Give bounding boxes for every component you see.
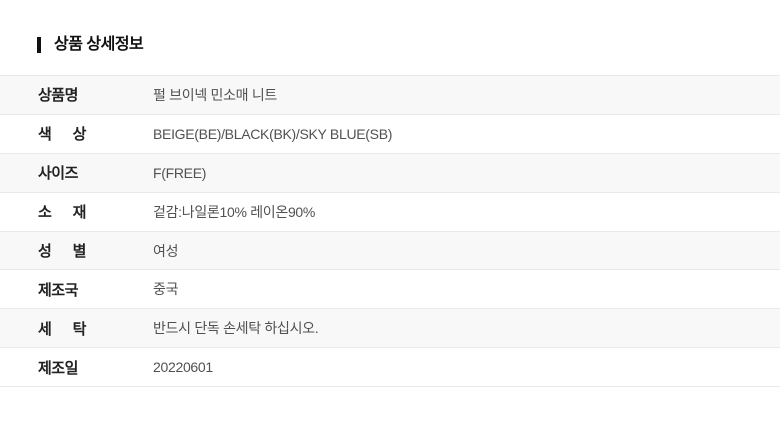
row-label: 상품명 [38,87,78,105]
section-header: 상품 상세정보 [37,36,780,54]
row-label: 제조국 [38,281,78,299]
table-row: 제조일 20220601 [0,348,780,388]
table-row: 사이즈 F(FREE) [0,153,780,193]
row-value: 여성 [153,242,179,259]
table-row: 소 재 겉감:나일론10% 레이온90% [0,192,780,232]
title-tick-bar [37,37,41,53]
table-row: 성 별 여성 [0,231,780,271]
table-row: 상품명 펄 브이넥 민소매 니트 [0,76,780,115]
row-label: 성 별 [38,243,87,260]
row-value: 펄 브이넥 민소매 니트 [153,86,277,103]
row-value: 중국 [153,281,179,298]
row-label: 소 재 [38,204,87,222]
table-row: 색 상 BEIGE(BE)/BLACK(BK)/SKY BLUE(SB) [0,114,780,154]
row-value: 겉감:나일론10% 레이온90% [153,203,316,220]
table-row: 세 탁 반드시 단독 손세탁 하십시오. [0,309,780,349]
row-label: 세 탁 [38,320,87,338]
row-value: 반드시 단독 손세탁 하십시오. [153,320,319,337]
row-label: 제조일 [38,359,78,377]
row-label: 사이즈 [38,165,78,183]
table-row: 제조국 중국 [0,270,780,310]
product-detail-table: 상품명 펄 브이넥 민소매 니트 색 상 BEIGE(BE)/BLACK(BK)… [0,75,780,388]
row-value: 20220601 [153,359,213,376]
row-label: 색 상 [38,126,87,144]
row-value: BEIGE(BE)/BLACK(BK)/SKY BLUE(SB) [153,125,393,142]
section-title: 상품 상세정보 [54,36,144,53]
row-value: F(FREE) [153,164,207,181]
